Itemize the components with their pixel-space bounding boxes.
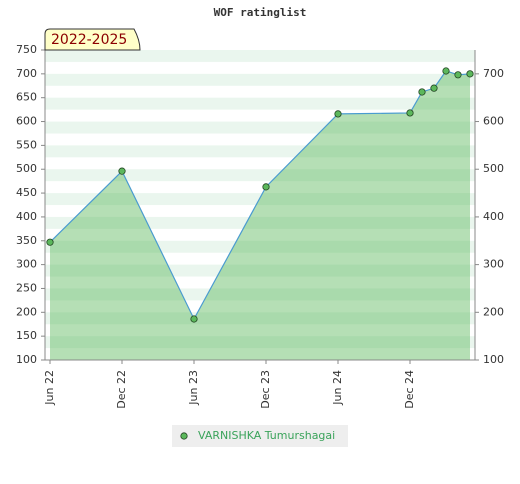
marker [334,110,342,118]
x-tick-label: Dec 23 [259,370,272,409]
marker [466,70,474,78]
background-stripe [45,133,475,146]
background-stripe [45,288,475,301]
y-tick-label: 100 [16,353,37,366]
background-stripe [45,97,475,110]
marker [190,315,198,323]
y2-tick-label: 300 [483,258,504,271]
x-tick-label: Jun 24 [331,370,344,406]
annotation: 2022-2025 [51,32,127,48]
y-tick-label: 200 [16,305,37,318]
marker [418,88,426,96]
y-tick-label: 250 [16,281,37,294]
area [50,70,470,360]
background-stripe [45,205,475,218]
background-stripe [45,181,475,194]
background-stripe [45,264,475,277]
background-stripe [45,157,475,170]
y-tick-label: 700 [16,67,37,80]
marker [442,67,450,75]
legend-marker [180,432,188,440]
y-tick-label: 450 [16,186,37,199]
background-stripe [45,61,475,75]
chart-title: WOF ratinglist [214,6,307,19]
marker [406,109,414,117]
y-tick-label: 300 [16,258,37,271]
y-tick-label: 150 [16,329,37,342]
background-stripe [45,252,475,265]
background-stripe [45,193,475,206]
legend-label: VARNISHKA Tumurshagai [198,429,335,442]
y-tick-label: 350 [16,234,37,247]
marker [46,238,54,246]
background-stripe [45,109,475,122]
background-stripe [45,312,475,325]
y-tick-label: 550 [16,138,37,151]
background-stripe [45,240,475,253]
background-stripe [45,276,475,289]
y-tick-label: 500 [16,162,37,175]
y2-tick-label: 700 [483,67,504,80]
y-tick-label: 600 [16,115,37,128]
legend-box [172,425,348,447]
x-tick-label: Jun 22 [43,370,56,406]
background-stripe [45,348,475,361]
background-stripe [45,121,475,134]
x-tick-label: Dec 24 [403,370,416,409]
background-stripe [45,300,475,313]
background-stripe [45,228,475,242]
y2-tick-label: 100 [483,353,504,366]
background-stripe [45,216,475,230]
background-stripe [45,73,475,87]
y2-tick-label: 400 [483,210,504,223]
background-stripe [45,145,475,158]
y2-tick-label: 200 [483,305,504,318]
y-tick-label: 650 [16,91,37,104]
y-tick-label: 400 [16,210,37,223]
marker [430,84,438,92]
background-stripe [45,336,475,349]
marker [454,71,462,79]
marker [118,167,126,175]
background-stripe [45,169,475,182]
annotation-box [44,28,141,51]
background-stripe [45,324,475,337]
marker [262,183,270,191]
y-tick-label: 750 [16,43,37,56]
background-stripe [45,85,475,98]
y2-tick-label: 500 [483,162,504,175]
y2-tick-label: 600 [483,115,504,128]
x-tick-label: Dec 22 [115,370,128,409]
x-tick-label: Jun 23 [187,370,200,406]
background-stripe [45,50,475,63]
